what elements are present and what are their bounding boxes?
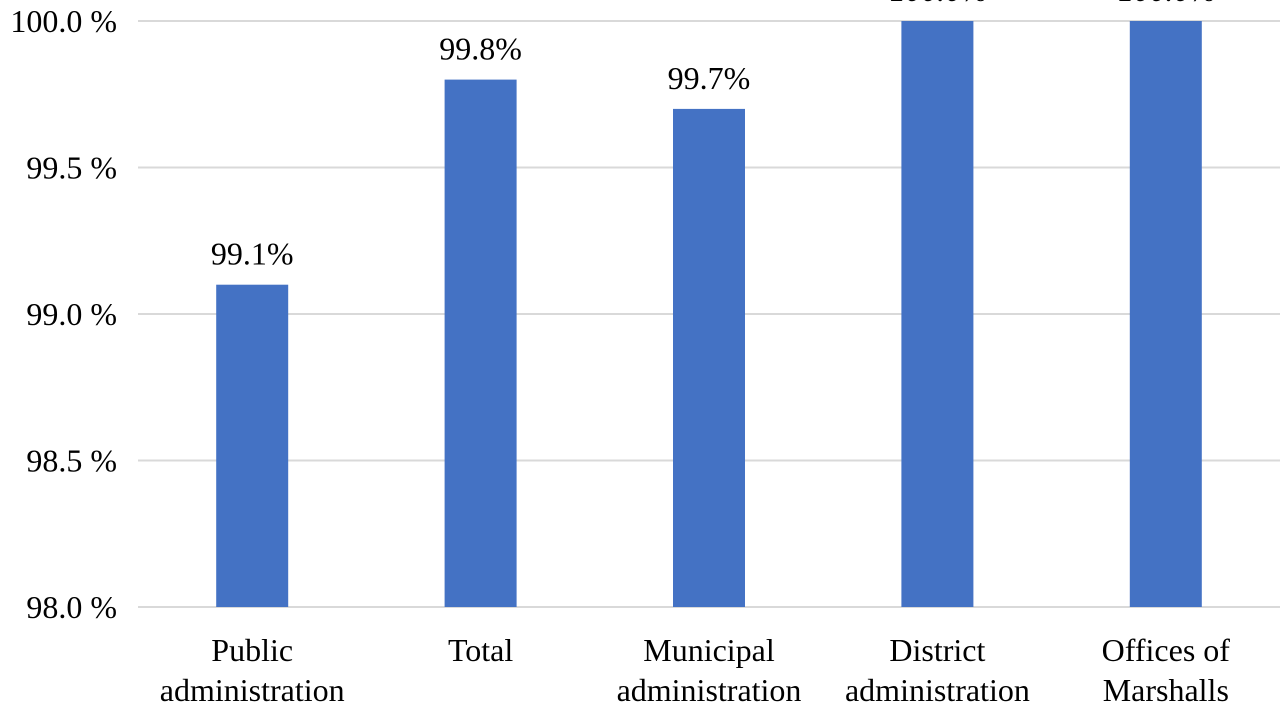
x-category-label: Public administration: [160, 632, 345, 703]
data-label: 100.0%: [1116, 0, 1215, 8]
bar: [1129, 21, 1202, 607]
data-label: 99.1%: [211, 236, 294, 272]
y-axis-tick-labels: 98.0 % 98.5 % 99.0 % 99.5 % 100.0 %: [10, 3, 117, 625]
bar: [444, 79, 517, 608]
y-tick-label: 100.0 %: [10, 3, 117, 39]
y-tick-label: 99.5 %: [26, 150, 117, 186]
data-label: 100.0%: [888, 0, 987, 8]
y-tick-label: 98.5 %: [26, 443, 117, 479]
bar: [901, 21, 974, 607]
bar: [216, 284, 289, 607]
x-category-label: Total: [448, 632, 513, 668]
x-axis-category-labels: Public administration Total Municipal admini…: [160, 632, 1231, 708]
data-label: 99.7%: [668, 60, 751, 96]
bar: [673, 108, 745, 608]
x-category-label: Offices of Marshalls: [1102, 632, 1231, 703]
x-category-label: Municipal administration: [617, 632, 802, 703]
data-labels: 99.1% 99.8% 99.7% 100.0% 100.0%: [211, 0, 1215, 272]
y-tick-label: 99.0 %: [26, 296, 117, 332]
bars: [216, 21, 1202, 608]
data-label: 99.8%: [439, 31, 522, 67]
y-tick-label: 98.0 %: [26, 589, 117, 625]
x-category-label: District administration: [845, 632, 1030, 703]
